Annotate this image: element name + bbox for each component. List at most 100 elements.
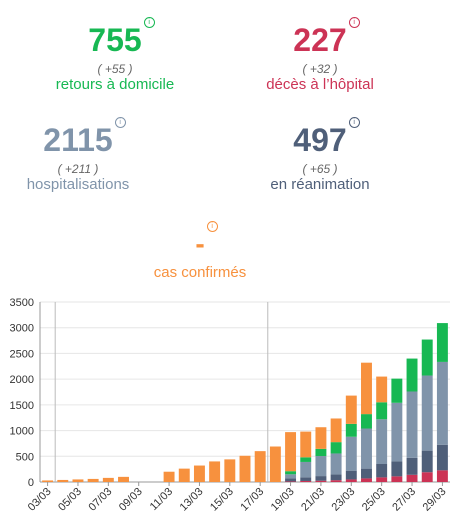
stat-deces: 227 i ( +32 ) décès à l’hôpital (205, 17, 435, 94)
hosp-delta: ( +211 ) (57, 162, 99, 176)
bar-segment[interactable] (300, 457, 312, 462)
bar-segment[interactable] (421, 450, 433, 473)
info-icon[interactable]: i (143, 17, 155, 28)
bar-segment[interactable] (376, 376, 388, 403)
bar-segment[interactable] (376, 477, 388, 482)
x-tick-label: 21/03 (299, 486, 327, 514)
info-icon[interactable]: i (348, 17, 360, 28)
bar-segment[interactable] (315, 476, 327, 481)
bar-segment[interactable] (391, 461, 403, 477)
bar-segment[interactable] (391, 476, 403, 482)
bar-segment[interactable] (361, 478, 372, 482)
bar-segment[interactable] (376, 419, 388, 464)
stat-hosp: 2115 i ( +211 ) hospitalisations (0, 117, 193, 194)
info-icon[interactable]: i (114, 117, 126, 128)
bar-segment[interactable] (330, 442, 342, 454)
cas-label: cas confirmés (153, 264, 247, 281)
bar-segment[interactable] (300, 477, 312, 481)
bar-segment[interactable] (361, 362, 372, 415)
bar-segment[interactable] (361, 414, 372, 429)
deces-value: 227 i (293, 17, 360, 58)
bar-segment[interactable] (87, 478, 99, 482)
bar-segment[interactable] (391, 402, 403, 462)
deces-delta: ( +32 ) (302, 62, 338, 76)
bar-segment[interactable] (315, 427, 327, 449)
bar-segment[interactable] (285, 432, 297, 472)
stat-rea: 497 i ( +65 ) en réanimation (205, 117, 435, 194)
bar-segment[interactable] (421, 339, 433, 376)
info-icon[interactable]: i (206, 221, 218, 232)
bar-segment[interactable] (209, 461, 221, 482)
bar-segment[interactable] (57, 479, 69, 482)
bar-segment[interactable] (330, 418, 342, 443)
y-tick-label: 0 (28, 477, 34, 489)
bar-segment[interactable] (118, 476, 129, 482)
rea-label: en réanimation (270, 176, 370, 193)
bar-segment[interactable] (285, 478, 297, 482)
bar-segment[interactable] (285, 474, 297, 479)
bar-segment[interactable] (300, 461, 312, 478)
bar-segment[interactable] (254, 451, 266, 482)
bar-segment[interactable] (42, 480, 54, 482)
rea-value: 497 i (293, 117, 360, 158)
bar-segment[interactable] (436, 470, 448, 482)
x-tick-label: 27/03 (390, 486, 418, 514)
bar-segment[interactable] (391, 378, 403, 403)
x-tick-label: 07/03 (87, 486, 115, 514)
bar-segment[interactable] (163, 471, 175, 482)
y-tick-label: 3000 (10, 323, 34, 335)
hosp-value: 2115 i (43, 117, 126, 158)
y-tick-label: 1000 (10, 426, 34, 438)
y-tick-label: 3500 (10, 297, 34, 309)
bar-segment[interactable] (102, 477, 114, 482)
bar-segment[interactable] (178, 468, 190, 482)
y-tick-label: 1500 (10, 400, 34, 412)
x-tick-label: 25/03 (360, 486, 388, 514)
bar-segment[interactable] (345, 436, 357, 471)
bar-segment[interactable] (269, 446, 281, 482)
bar-segment[interactable] (330, 474, 342, 481)
bar-segment[interactable] (193, 465, 205, 482)
x-tick-label: 17/03 (238, 486, 266, 514)
bar-segment[interactable] (315, 448, 327, 457)
stacked-bar-chart: 0 500 1000 1500 2000 2500 3000 3500 03/03 05/03 07… (10, 297, 450, 514)
bar-segment[interactable] (330, 480, 342, 482)
bar-segment[interactable] (361, 468, 372, 479)
bar-segment[interactable] (345, 470, 357, 480)
bar-segment[interactable] (315, 480, 327, 482)
bar-segment[interactable] (224, 459, 236, 482)
rea-delta: ( +65 ) (302, 162, 338, 176)
x-tick-label: 13/03 (178, 486, 206, 514)
bar-segment[interactable] (345, 423, 357, 437)
bar-segment[interactable] (315, 456, 327, 477)
bar-segment[interactable] (406, 358, 418, 392)
bar-segment[interactable] (436, 444, 448, 471)
x-tick-label: 23/03 (329, 486, 357, 514)
bar-segment[interactable] (436, 323, 448, 362)
bar-segment[interactable] (376, 402, 388, 420)
bar-segment[interactable] (345, 395, 357, 424)
bar-segment[interactable] (421, 375, 433, 451)
bar-segment[interactable] (330, 453, 342, 475)
bar-segment[interactable] (72, 479, 84, 482)
stat-retours: 755 i ( +55 ) retours à domicile (0, 17, 230, 94)
info-icon[interactable]: i (348, 117, 360, 128)
bar-segment[interactable] (361, 428, 372, 469)
stat-cas: -i cas confirmés (85, 221, 315, 282)
retours-value: 755 i (88, 17, 155, 58)
bar-segment[interactable] (436, 361, 448, 445)
bar-segment[interactable] (300, 431, 312, 458)
bar-segment[interactable] (421, 472, 433, 482)
bar-segment[interactable] (285, 481, 297, 482)
x-tick-label: 05/03 (56, 486, 84, 514)
bar-segment[interactable] (406, 474, 418, 482)
bar-segment[interactable] (300, 480, 312, 482)
bar-segment[interactable] (406, 457, 418, 475)
retours-delta: ( +55 ) (97, 62, 133, 76)
bar-segment[interactable] (376, 464, 388, 478)
bar-segment[interactable] (345, 479, 357, 482)
y-tick-label: 2500 (10, 348, 34, 360)
bar-segment[interactable] (239, 455, 251, 482)
bar-segment[interactable] (406, 391, 418, 458)
bar-segment[interactable] (285, 471, 297, 475)
